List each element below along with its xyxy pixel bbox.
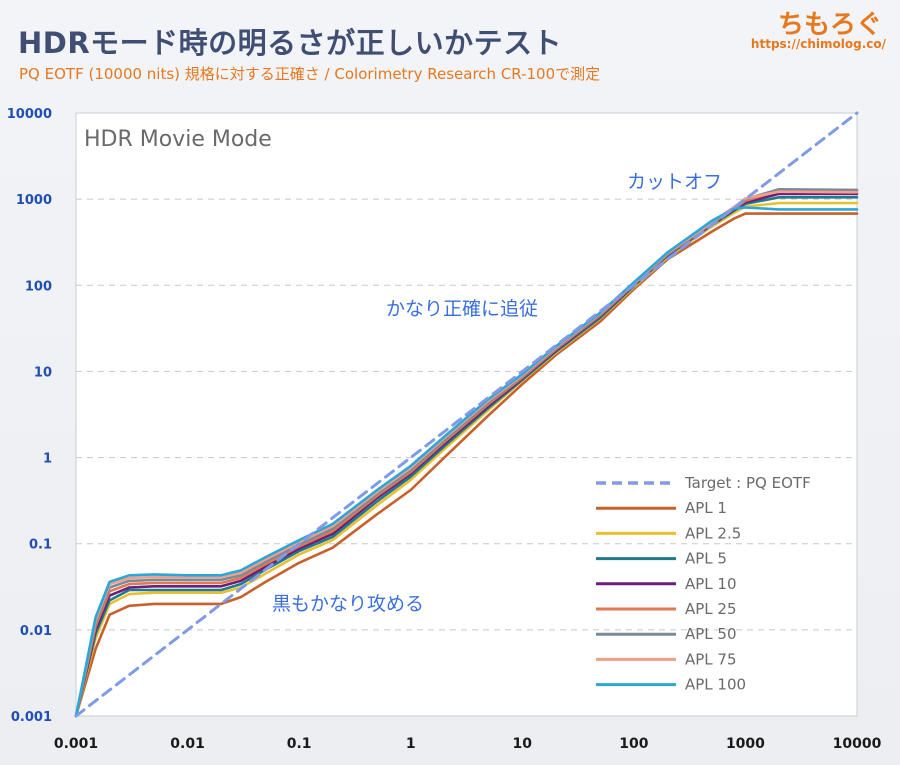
annotation-tracking: かなり正確に追従: [386, 298, 538, 320]
y-axis-ticks: 0.001 0.01 0.1 1 10 100 1000 10000: [7, 107, 52, 725]
y-tick-label: 1: [43, 452, 52, 467]
legend-label: APL 1: [685, 499, 727, 517]
page-subtitle: PQ EOTF (10000 nits) 規格に対する正確さ / Colorim…: [19, 65, 601, 83]
gridlines: [76, 198, 857, 631]
legend-label: APL 50: [685, 625, 737, 643]
series-line-apl-100: [74, 206, 859, 718]
legend-label: APL 100: [685, 676, 746, 694]
x-tick-label: 0.001: [54, 736, 98, 752]
brand-logo: ちもろぐ: [777, 10, 882, 40]
legend-label: APL 5: [685, 550, 727, 568]
x-tick-label: 1: [406, 736, 416, 752]
y-tick-label: 100: [25, 279, 52, 294]
y-tick-label: 0.1: [29, 538, 52, 553]
y-tick-label: 1000: [16, 193, 52, 208]
brand-url: https://chimolog.co/: [750, 37, 886, 51]
x-axis-ticks: 0.001 0.01 0.1 1 10 100 1000 10000: [54, 736, 882, 752]
series-lines: [74, 111, 859, 718]
page-title: HDRモード時の明るさが正しいかテスト: [18, 26, 563, 60]
x-tick-label: 1000: [726, 736, 765, 752]
legend: Target : PQ EOTF APL 1 APL 2.5 APL 5 APL 10 A…: [596, 474, 811, 694]
annotation-black: 黒もかなり攻める: [272, 593, 424, 615]
x-tick-label: 10000: [833, 736, 882, 752]
y-tick-label: 10: [34, 365, 52, 380]
y-tick-label: 0.001: [11, 710, 52, 725]
series-line-apl-1: [74, 212, 859, 718]
series-line-target-pq-eotf: [74, 111, 859, 718]
x-tick-label: 10: [513, 736, 533, 752]
legend-label: APL 2.5: [685, 524, 741, 542]
legend-label: APL 75: [685, 650, 737, 668]
y-tick-label: 0.01: [20, 624, 52, 639]
legend-label: APL 25: [685, 600, 737, 618]
chart-title: HDR Movie Mode: [84, 127, 272, 152]
x-tick-label: 100: [619, 736, 648, 752]
y-tick-label: 10000: [7, 107, 52, 122]
legend-label: Target : PQ EOTF: [684, 474, 811, 492]
x-tick-label: 0.01: [170, 736, 205, 752]
x-tick-label: 0.1: [287, 736, 312, 752]
annotation-cutoff: カットオフ: [627, 171, 722, 193]
legend-label: APL 10: [685, 575, 737, 593]
